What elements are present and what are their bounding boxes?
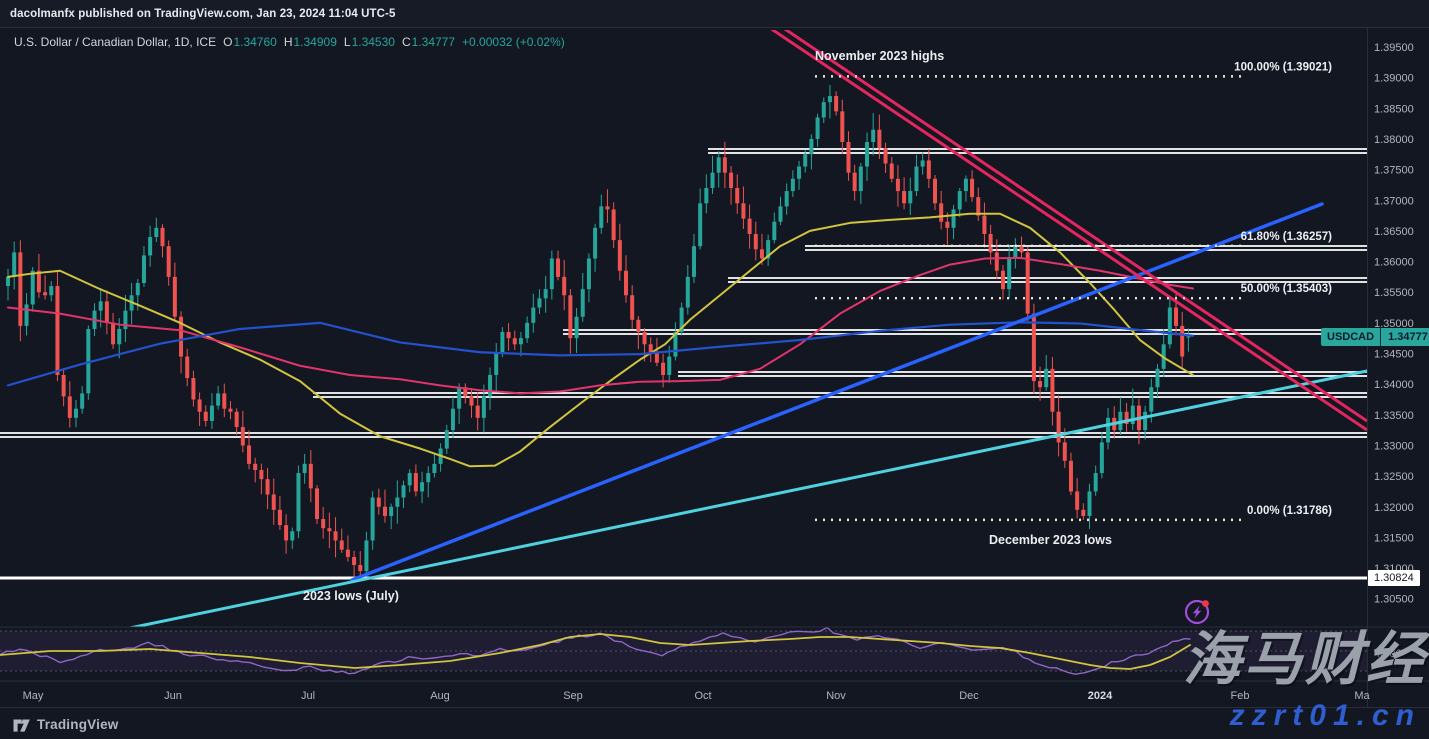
last-price-chip: USDCAD 1.34777 [1321,328,1429,346]
publish-text: dacolmanfx published on TradingView.com,… [10,7,396,20]
price-tick: 1.34000 [1374,379,1414,391]
price-tick: 1.38500 [1374,103,1414,115]
price-axis[interactable]: 1.39500 1.39000 1.38500 1.38000 1.37500 1.370… [1374,42,1414,606]
watermark-cjk: 海马财经 [1182,627,1427,692]
price-tick: 1.36500 [1374,226,1414,238]
annotation-2023-july-lows: 2023 lows (July) [303,589,399,603]
tradingview-logo[interactable]: TradingView [12,715,118,734]
watermark-url: zzrt01.cn [1229,699,1421,732]
change-value: +0.00032 (+0.02%) [462,35,565,49]
time-axis[interactable]: May Jun Jul Aug Sep Oct Nov Dec 2024 Feb Ma [23,690,1371,702]
price-tick: 1.38000 [1374,134,1414,146]
time-tick: Aug [430,690,450,702]
open-value: 1.34760 [233,35,277,49]
price-tick: 1.31500 [1374,532,1414,544]
time-tick: Sep [563,690,583,702]
candlestick-series [6,85,1191,580]
rsi-pane[interactable] [0,627,1367,675]
time-tick: Ma [1354,690,1370,702]
ma-yellow[interactable] [7,212,1194,468]
chip-symbol: USDCAD [1321,328,1382,346]
price-tick: 1.39500 [1374,42,1414,54]
support-resistance-lines[interactable] [0,148,1367,438]
ma-blue[interactable] [6,321,1195,387]
chip-price: 1.34777 [1388,331,1428,343]
low-price-chip: 1.30824 [1368,570,1420,586]
fib-label: 100.00% (1.39021) [1234,61,1332,73]
annotation-december-lows: December 2023 lows [989,533,1112,547]
ascending-trendline-blue[interactable] [350,202,1324,582]
time-tick: Jul [301,690,315,702]
time-tick: Oct [694,690,711,702]
tradingview-brand-text: TradingView [37,716,119,732]
price-tick: 1.32000 [1374,502,1414,514]
time-tick: Feb [1231,690,1250,702]
ascending-trendline-cyan[interactable] [128,369,1367,628]
annotation-november-highs: November 2023 highs [815,49,945,63]
flash-icon[interactable] [1184,599,1210,625]
high-label: H [283,35,293,49]
symbol-legend[interactable]: U.S. Dollar / Canadian Dollar, 1D, ICE O… [14,35,565,49]
low-value: 1.34530 [351,35,395,49]
price-tick: 1.37000 [1374,195,1414,207]
price-tick: 1.35000 [1374,318,1414,330]
price-tick: 1.36000 [1374,257,1414,269]
price-tick: 1.30500 [1374,594,1414,606]
close-value: 1.34777 [411,35,456,49]
fib-label: 61.80% (1.36257) [1241,231,1333,243]
high-value: 1.34909 [293,35,337,49]
tradingview-logo-icon [13,719,30,732]
symbol-title: U.S. Dollar / Canadian Dollar, 1D, ICE [14,35,217,49]
time-tick: Nov [826,690,846,702]
price-tick: 1.33500 [1374,410,1414,422]
time-tick: May [23,690,44,702]
publish-bar: dacolmanfx published on TradingView.com,… [0,0,1429,28]
ma-crimson[interactable] [7,256,1194,395]
time-tick: Jun [164,690,182,702]
oscillator-value-label: 40.00 [1374,648,1402,660]
close-label: C [401,35,411,49]
rsi-ma-line[interactable] [0,633,1191,670]
price-tick: 1.34500 [1374,349,1414,361]
fib-label: 0.00% (1.31786) [1247,505,1332,517]
price-tick: 1.32500 [1374,471,1414,483]
footer-bar: TradingView [0,707,1429,739]
time-tick: 2024 [1088,690,1113,702]
time-tick: Dec [959,690,979,702]
price-pane[interactable]: 100.00% (1.39021) 61.80% (1.36257) 50.00% … [0,19,1367,628]
fib-retracement[interactable]: 100.00% (1.39021) 61.80% (1.36257) 50.00% … [815,61,1333,522]
price-tick: 1.39000 [1374,73,1414,85]
low-label: L [343,35,351,49]
price-tick: 1.33000 [1374,440,1414,452]
descending-channel-pink[interactable] [770,19,1367,432]
price-tick: 1.37500 [1374,165,1414,177]
price-tick: 1.35500 [1374,287,1414,299]
open-label: O [223,35,233,49]
fib-label: 50.00% (1.35403) [1241,283,1333,295]
